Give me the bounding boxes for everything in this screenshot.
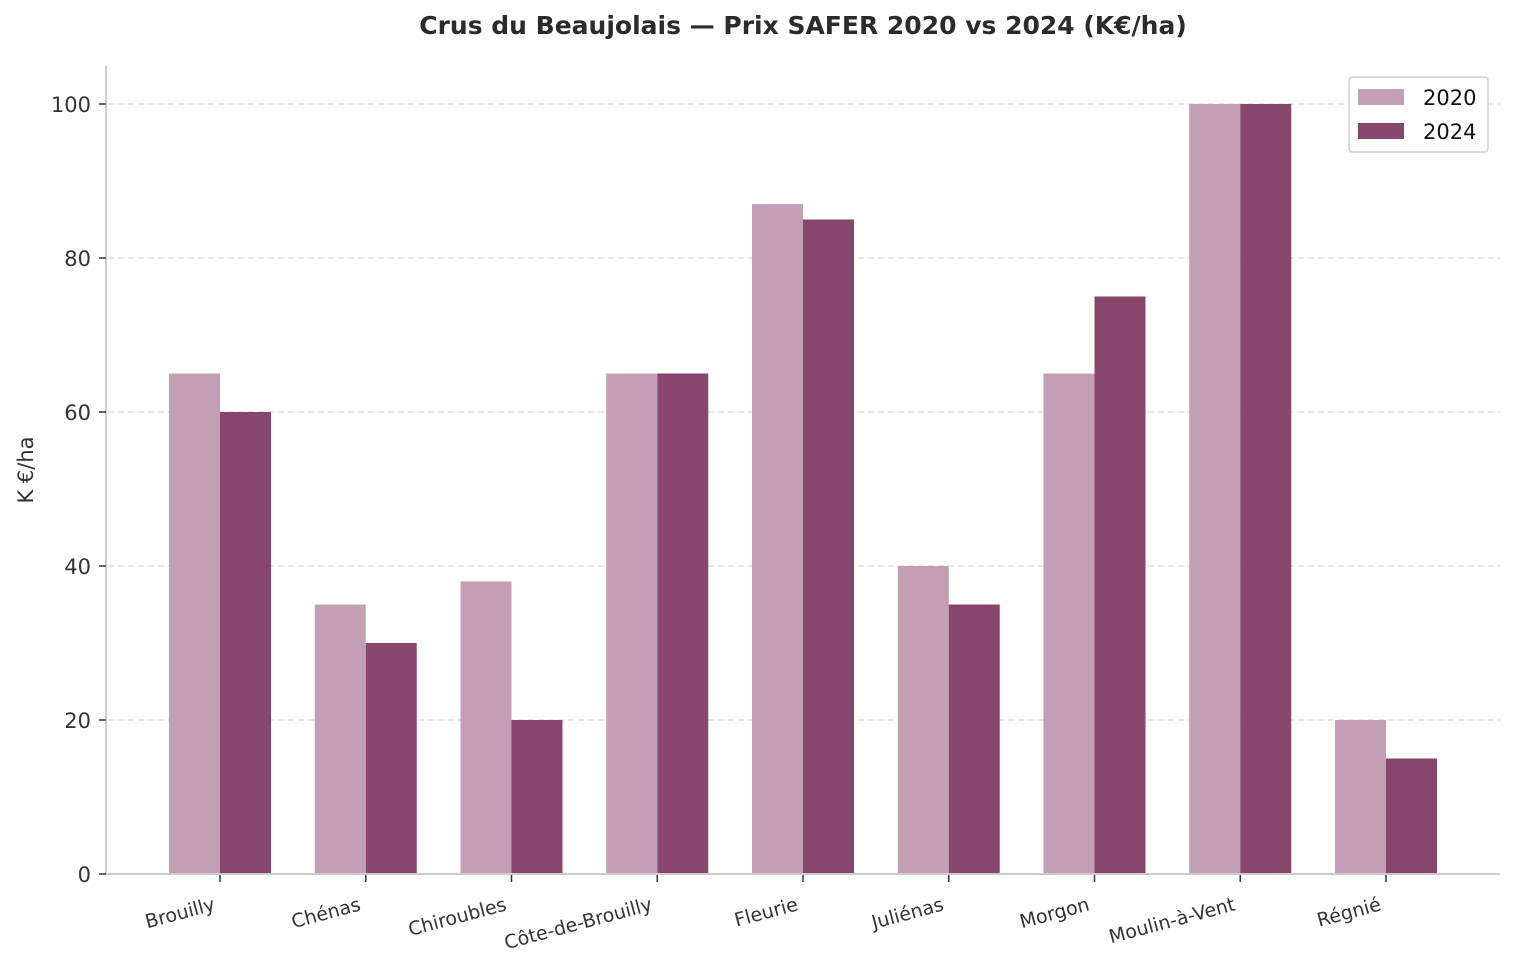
legend: 2020 2024 [1348, 76, 1489, 153]
x-tick-label: Fleurie [732, 894, 800, 932]
bar-2020 [606, 373, 658, 874]
x-tick-label: Morgon [1017, 894, 1092, 934]
legend-swatch-2020 [1358, 89, 1404, 105]
axes [105, 66, 1500, 875]
bar-2020 [1043, 373, 1095, 874]
y-axis-ticks: 0 20 40 60 80 100 [51, 93, 106, 887]
bar-2020 [1189, 104, 1241, 874]
y-tick-label: 100 [51, 93, 91, 117]
bar-2024 [1240, 104, 1292, 874]
bar-2020 [897, 566, 949, 874]
legend-label-2024: 2024 [1423, 120, 1476, 144]
bar-2020 [169, 373, 220, 874]
x-tick-label: Brouilly [143, 894, 217, 934]
y-tick-label: 80 [64, 247, 91, 271]
x-tick-label: Côte-de-Brouilly [502, 894, 655, 955]
y-tick-label: 60 [64, 401, 91, 425]
bar-2024 [1386, 758, 1437, 874]
bar-2024 [803, 219, 854, 874]
bar-2024 [657, 373, 709, 874]
bars [169, 104, 1437, 875]
y-tick-label: 20 [64, 709, 91, 733]
bar-2024 [1094, 296, 1146, 874]
y-tick-label: 40 [64, 555, 91, 579]
x-axis-ticks: Brouilly Chénas ChiroublesCôte-de-Brouilly… [143, 875, 1387, 955]
legend-label-2020: 2020 [1423, 86, 1476, 110]
bar-2020 [1335, 720, 1386, 874]
x-tick-label: Chiroubles [406, 894, 509, 941]
bar-2024 [511, 720, 563, 874]
y-tick-label: 0 [78, 863, 91, 887]
x-tick-label: Régnié [1315, 894, 1384, 932]
legend-swatch-2024 [1358, 123, 1404, 139]
bar-2024 [365, 643, 417, 874]
x-tick-label: Juliénas [868, 894, 946, 935]
x-tick-label: Chénas [289, 894, 363, 934]
bar-2020 [460, 581, 512, 874]
bar-2024 [948, 604, 1000, 874]
y-axis-label: K €/ha [14, 436, 38, 503]
bar-2020 [314, 604, 366, 874]
x-tick-label: Moulin-à-Vent [1107, 894, 1238, 949]
chart-title: Crus du Beaujolais — Prix SAFER 2020 vs … [419, 11, 1187, 40]
bar-2024 [220, 412, 271, 874]
bar-2020 [752, 204, 803, 875]
